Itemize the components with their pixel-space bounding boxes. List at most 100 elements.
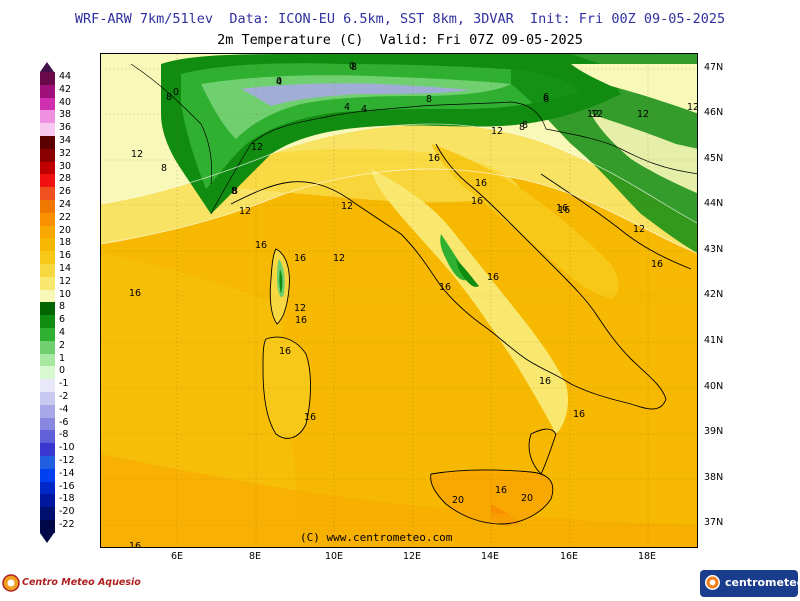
colorbar-swatch [40, 251, 55, 265]
colorbar-label: 22 [59, 211, 72, 223]
contour-label: 16 [573, 409, 585, 420]
colorbar-swatch [40, 84, 55, 99]
colorbar-swatch [40, 507, 55, 521]
colorbar-level: 28 [40, 173, 96, 188]
colorbar-label: -20 [59, 506, 75, 518]
map-title-line2: 2m Temperature (C) Valid: Fri 07Z 09-05-… [217, 32, 583, 48]
lat-label: 44N [704, 198, 724, 209]
temperature-colorbar: 44 42 40 38 36 34 32 30 28 26 24 22 20 18 16 14 12 10 8 6 4 2… [40, 62, 100, 548]
colorbar-level: 38 [40, 109, 96, 124]
colorbar-label: 4 [59, 327, 66, 338]
logo-left-text: Centro Meteo Aquesio [22, 577, 141, 588]
colorbar-label: 32 [59, 147, 72, 159]
colorbar-swatch [40, 174, 55, 188]
colorbar-swatch [40, 136, 55, 150]
map-grid [101, 54, 697, 547]
contour-label: 12 [637, 109, 649, 120]
colorbar-swatch [40, 366, 55, 380]
contour-label: 8 [351, 62, 357, 73]
lat-label: 37N [704, 517, 724, 528]
colorbar-level: 6 [40, 314, 96, 329]
map-canvas: 0 4 8 8 6 8 12 12 12 16 16 16 16 16 16 1… [101, 54, 698, 547]
colorbar-level: -12 [40, 455, 96, 470]
colorbar-level: 26 [40, 186, 96, 201]
colorbar-label: 34 [59, 135, 72, 146]
lon-label: 12E [402, 551, 422, 562]
logo-right-text: centrometeo [725, 576, 800, 589]
colorbar-level: -22 [40, 519, 96, 534]
colorbar-swatch [40, 187, 55, 201]
colorbar-level: 2 [40, 340, 96, 355]
colorbar-label: 12 [59, 275, 72, 287]
colorbar-swatch [40, 289, 55, 303]
lon-label: 16E [559, 551, 579, 562]
colorbar-level: 22 [40, 211, 96, 227]
contour-label: 4 [361, 104, 367, 115]
colorbar-label: 14 [59, 263, 72, 274]
colorbar-label: 42 [59, 83, 72, 95]
contour-label: 8 [161, 163, 167, 174]
colorbar-swatch [40, 212, 55, 227]
colorbar-level: 10 [40, 289, 96, 303]
lat-label: 40N [704, 381, 724, 392]
logo-sun-icon [2, 574, 20, 592]
colorbar-level: 14 [40, 263, 96, 278]
colorbar-label: -16 [59, 480, 75, 492]
colorbar-level: -10 [40, 442, 96, 457]
colorbar-swatch [40, 264, 55, 278]
lon-label: 8E [248, 551, 262, 562]
contour-label: 8 [232, 186, 238, 197]
colorbar-label: 24 [59, 199, 72, 210]
colorbar-level: 36 [40, 122, 96, 137]
colorbar-level: -16 [40, 480, 96, 495]
colorbar-level: 4 [40, 327, 96, 342]
colorbar-swatch [40, 328, 55, 342]
contour-label: 16 [651, 259, 663, 270]
colorbar-label: 38 [59, 109, 72, 121]
colorbar-swatch [40, 302, 55, 316]
colorbar-level: -18 [40, 493, 96, 508]
colorbar-swatch [40, 430, 55, 444]
lat-label: 46N [704, 107, 724, 118]
contour-label: 0 [173, 87, 179, 98]
contour-label: 16 [279, 346, 291, 357]
colorbar-level: 8 [40, 301, 96, 316]
contour-label: 16 [428, 153, 440, 164]
colorbar-label: 16 [59, 250, 72, 262]
contour-label: 8 [231, 186, 237, 197]
contour-label: 16 [129, 288, 141, 299]
lat-label: 43N [704, 244, 724, 255]
colorbar-swatch [40, 225, 55, 239]
colorbar-bottom-arrow [40, 532, 54, 543]
colorbar-level: 1 [40, 353, 96, 367]
contour-label: 16 [304, 412, 316, 423]
contour-label: 20 [452, 495, 464, 506]
colorbar-label: 26 [59, 186, 72, 198]
colorbar-level: -6 [40, 417, 96, 431]
contour-label: 12 [294, 303, 306, 314]
colorbar-label: -2 [59, 391, 69, 402]
colorbar-swatch [40, 340, 55, 355]
colorbar-level: 24 [40, 199, 96, 214]
contour-label: 12 [591, 109, 603, 120]
colorbar-label: 40 [59, 96, 72, 108]
colorbar-label: 18 [59, 237, 72, 249]
contour-label: 12 [131, 149, 143, 160]
contour-label: 12 [491, 126, 503, 137]
colorbar-label: -8 [59, 429, 69, 441]
colorbar-level: 42 [40, 83, 96, 99]
contour-label: 12 [687, 102, 698, 113]
colorbar-level: 16 [40, 250, 96, 265]
colorbar-label: -18 [59, 493, 75, 505]
lat-label: 47N [704, 62, 724, 73]
contour-label: 0 [276, 76, 282, 87]
colorbar-swatch [40, 417, 55, 431]
contour-label: 16 [439, 282, 451, 293]
contour-label: 16 [539, 376, 551, 387]
colorbar-level: 12 [40, 275, 96, 291]
colorbar-swatch [40, 110, 55, 124]
colorbar-top-arrow [40, 62, 54, 72]
colorbar-level: -8 [40, 429, 96, 444]
lat-label: 42N [704, 289, 724, 300]
contour-label: 16 [487, 272, 499, 283]
